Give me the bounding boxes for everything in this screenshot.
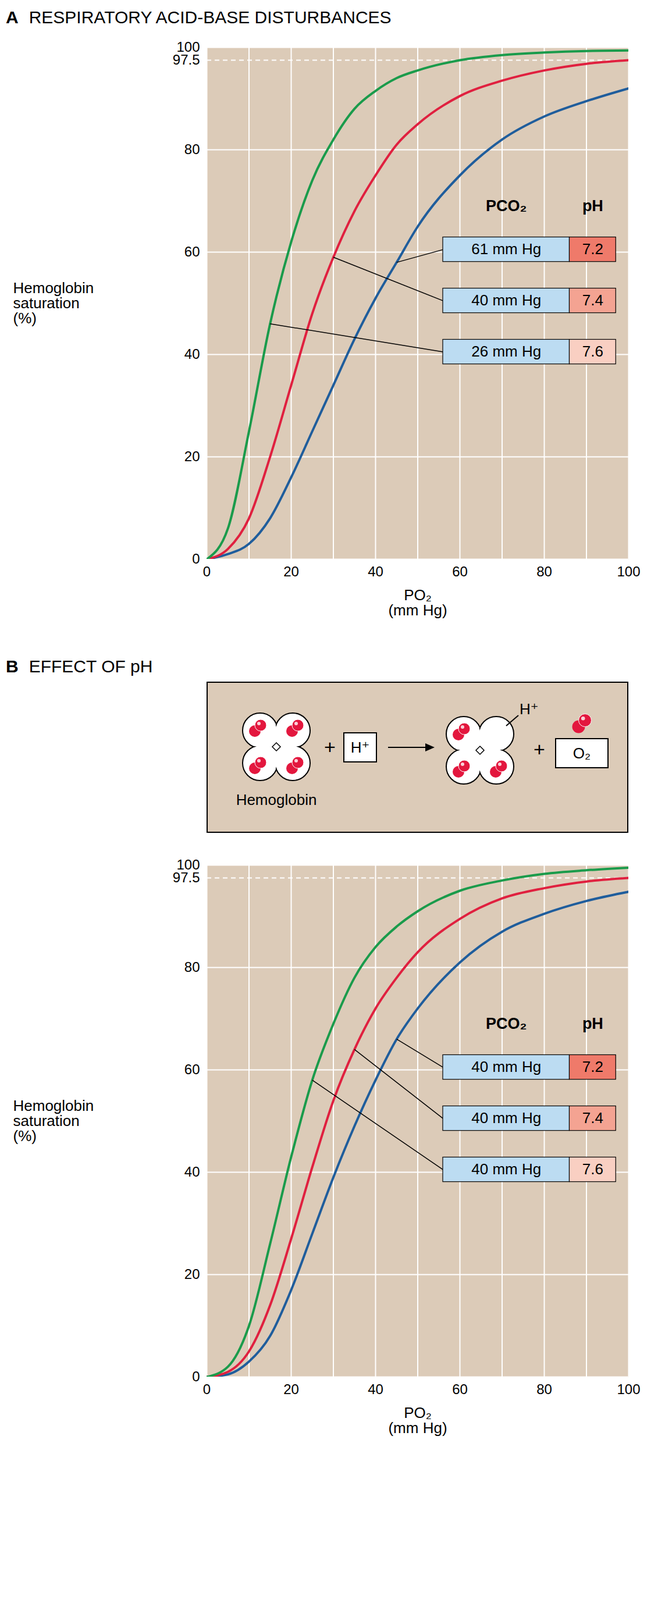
svg-text:0: 0 [203,563,211,580]
svg-text:+: + [533,738,546,761]
svg-text:80: 80 [184,141,201,158]
svg-text:26 mm Hg: 26 mm Hg [471,342,542,361]
html-text:A: A [5,7,19,27]
svg-text:PCO₂: PCO₂ [485,1015,528,1033]
svg-text:61 mm Hg: 61 mm Hg [471,240,542,258]
svg-text:7.4: 7.4 [582,291,604,309]
svg-text:7.4: 7.4 [582,1109,604,1127]
svg-text:0: 0 [191,1368,200,1385]
svg-text:100: 100 [176,856,200,873]
svg-text:80: 80 [184,959,201,976]
svg-text:80: 80 [536,1381,553,1398]
html-text:EFFECT OF pH: EFFECT OF pH [28,656,153,677]
svg-text:Hemoglobinsaturation(%): Hemoglobinsaturation(%) [13,1097,95,1145]
svg-text:PCO₂: PCO₂ [485,197,528,215]
svg-text:40: 40 [184,346,201,362]
svg-text:100: 100 [176,38,200,55]
svg-text:40 mm Hg: 40 mm Hg [471,1160,542,1179]
svg-text:7.2: 7.2 [582,240,604,258]
svg-text:+: + [324,735,336,759]
svg-text:40: 40 [184,1164,201,1180]
svg-text:7.6: 7.6 [582,342,604,361]
svg-text:H⁺: H⁺ [519,700,539,718]
svg-text:100: 100 [616,1381,640,1398]
svg-text:60: 60 [184,243,201,260]
svg-text:20: 20 [184,1266,201,1283]
svg-text:0: 0 [203,1381,211,1398]
html-text:B: B [5,656,19,677]
svg-text:H⁺: H⁺ [350,738,371,757]
svg-text:PO₂(mm Hg): PO₂(mm Hg) [388,1404,447,1438]
svg-text:pH: pH [582,1015,604,1033]
svg-text:60: 60 [452,563,468,580]
svg-text:100: 100 [616,563,640,580]
svg-text:7.6: 7.6 [582,1160,604,1179]
svg-text:80: 80 [536,563,553,580]
html-text:RESPIRATORY ACID-BASE DISTURBA: RESPIRATORY ACID-BASE DISTURBANCES [28,7,392,27]
svg-text:20: 20 [283,1381,300,1398]
svg-text:40 mm Hg: 40 mm Hg [471,291,542,309]
svg-text:20: 20 [283,563,300,580]
svg-text:40: 40 [367,563,384,580]
svg-text:pH: pH [582,197,604,215]
svg-text:PO₂(mm Hg): PO₂(mm Hg) [388,586,447,620]
svg-text:7.2: 7.2 [582,1058,604,1076]
svg-text:20: 20 [184,448,201,465]
svg-text:0: 0 [191,550,200,567]
svg-text:40: 40 [367,1381,384,1398]
svg-text:Hemoglobin: Hemoglobin [236,791,318,809]
svg-text:97.5: 97.5 [172,51,200,68]
svg-text:40 mm Hg: 40 mm Hg [471,1109,542,1127]
svg-text:60: 60 [184,1061,201,1078]
svg-text:Hemoglobinsaturation(%): Hemoglobinsaturation(%) [13,279,95,327]
svg-text:97.5: 97.5 [172,869,200,886]
svg-text:60: 60 [452,1381,468,1398]
svg-text:40 mm Hg: 40 mm Hg [471,1058,542,1076]
svg-text:O₂: O₂ [573,744,591,763]
